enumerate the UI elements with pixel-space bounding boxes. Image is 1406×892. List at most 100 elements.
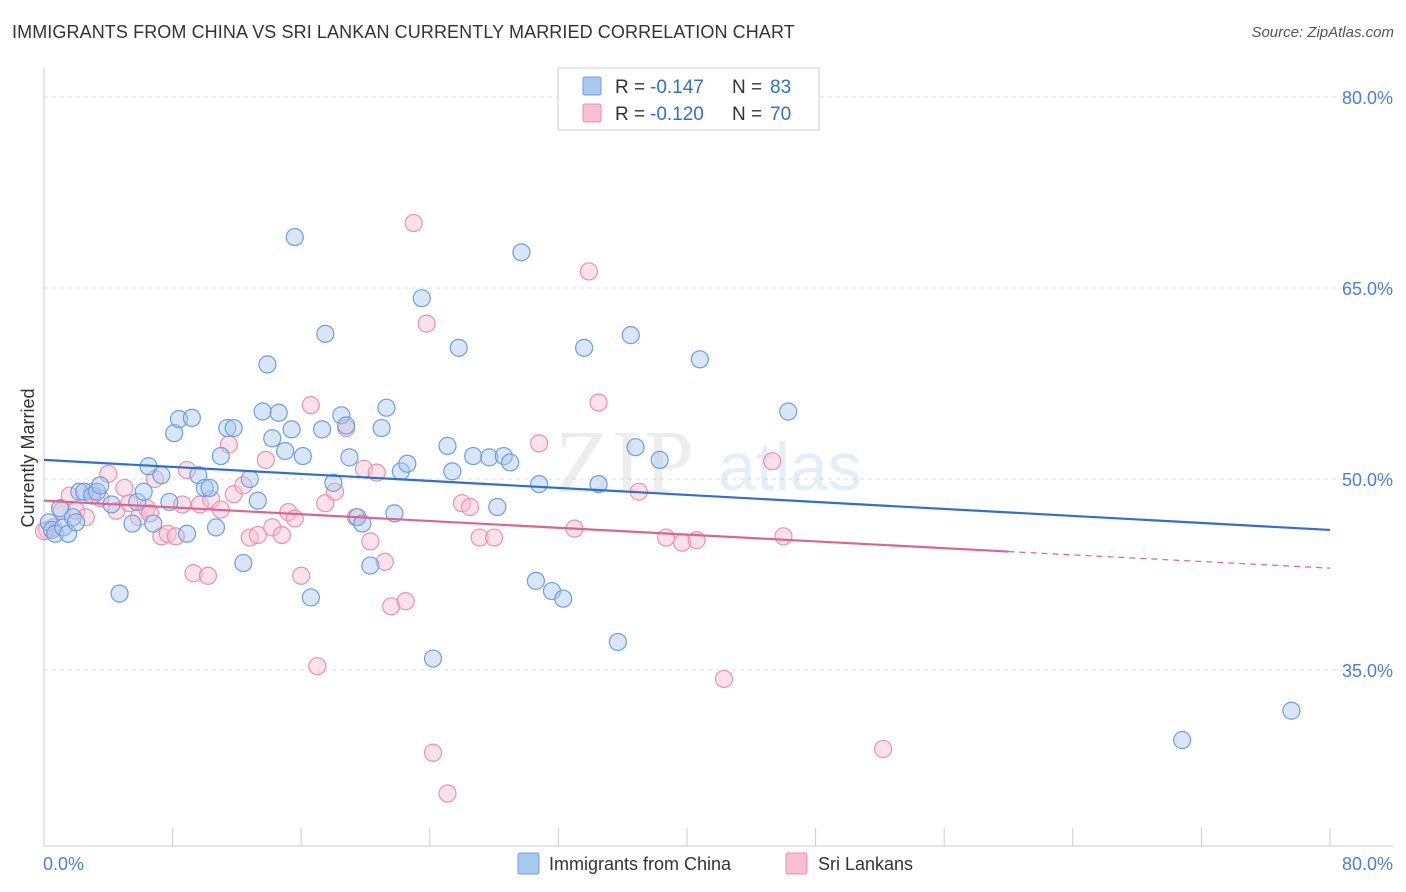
data-point xyxy=(195,478,214,498)
data-point xyxy=(404,213,423,233)
data-point xyxy=(177,524,197,543)
data-point xyxy=(874,739,893,759)
data-point xyxy=(621,326,640,345)
data-point xyxy=(657,528,676,547)
data-point xyxy=(282,420,301,439)
data-point xyxy=(589,393,608,412)
data-point xyxy=(650,450,669,469)
legend-bottom-label-china: Immigrants from China xyxy=(549,854,732,874)
trend-line xyxy=(43,499,1009,553)
data-point xyxy=(1282,701,1301,720)
legend-r-value-srilanka: -0.120 xyxy=(650,104,704,125)
y-axis-label: Currently Married xyxy=(18,388,38,527)
data-point xyxy=(332,406,351,425)
chart-title: IMMIGRANTS FROM CHINA VS SRI LANKAN CURR… xyxy=(12,22,795,42)
data-point xyxy=(285,227,304,247)
axes xyxy=(43,68,1393,847)
source-label: Source: ZipAtlas.com xyxy=(1251,24,1394,41)
data-point xyxy=(438,784,457,803)
data-point xyxy=(382,597,401,616)
data-point xyxy=(501,453,520,472)
y-tick-label: 35.0% xyxy=(1342,661,1393,681)
watermark-zip: ZIP xyxy=(555,413,696,512)
data-point xyxy=(470,528,489,547)
data-point xyxy=(589,474,608,494)
data-point xyxy=(253,402,272,421)
legend-stats-box: R = -0.147 N = 83 R = -0.120 N = 70 xyxy=(557,67,820,131)
data-point xyxy=(292,566,311,585)
data-point xyxy=(372,418,391,438)
data-point xyxy=(443,462,462,481)
data-point xyxy=(485,528,504,547)
data-point xyxy=(375,552,394,571)
x-tick-label: 0.0% xyxy=(43,854,84,874)
y-tick-label: 80.0% xyxy=(1342,88,1393,108)
data-point xyxy=(308,657,327,676)
y-tick-label: 65.0% xyxy=(1342,279,1393,299)
data-point xyxy=(575,338,594,357)
data-point xyxy=(91,476,110,495)
legend-r-value-china: -0.147 xyxy=(650,77,704,98)
legend-n-value-china: 83 xyxy=(770,77,791,98)
data-point xyxy=(324,473,343,492)
data-point xyxy=(67,513,86,532)
data-point xyxy=(234,553,253,573)
x-tick-labels: 0.0% 80.0% xyxy=(43,854,1393,874)
legend-n-value-srilanka: 70 xyxy=(770,104,791,125)
data-point xyxy=(258,355,277,374)
trend-line xyxy=(43,458,1331,532)
data-point xyxy=(76,508,95,527)
data-point xyxy=(337,416,356,435)
data-point xyxy=(423,743,443,762)
data-point xyxy=(690,350,709,369)
data-point xyxy=(166,527,185,546)
legend-bottom-label-srilanka: Sri Lankans xyxy=(818,854,913,874)
data-point xyxy=(763,452,782,471)
data-point xyxy=(50,499,70,518)
data-point xyxy=(1173,730,1192,750)
data-point xyxy=(626,438,645,457)
data-point xyxy=(530,474,549,494)
trend-line-extension xyxy=(1008,550,1331,569)
legend-n-label-china: N = xyxy=(732,77,762,98)
data-point xyxy=(464,446,483,466)
data-point xyxy=(248,525,267,545)
data-point xyxy=(340,448,359,467)
data-point xyxy=(206,518,226,537)
legend-bottom-swatch-srilanka xyxy=(785,852,808,875)
data-point xyxy=(263,429,282,448)
data-point xyxy=(301,396,320,415)
data-point xyxy=(140,504,160,523)
data-point xyxy=(218,418,237,438)
data-point xyxy=(512,243,531,262)
y-tick-label: 50.0% xyxy=(1342,470,1393,490)
data-point xyxy=(438,436,457,455)
data-point xyxy=(198,566,218,585)
data-point xyxy=(182,408,201,427)
data-point xyxy=(152,466,171,485)
data-point xyxy=(63,508,83,527)
data-point xyxy=(579,262,599,281)
data-point xyxy=(293,446,312,466)
data-point xyxy=(269,403,288,422)
data-point xyxy=(272,525,292,545)
legend-r-label-china: R = xyxy=(615,77,645,98)
data-point xyxy=(316,324,335,343)
data-point xyxy=(530,434,549,453)
data-point xyxy=(301,588,320,607)
data-point xyxy=(608,632,627,652)
data-point xyxy=(774,527,793,546)
legend-swatch-china xyxy=(582,76,602,96)
data-point xyxy=(165,424,184,443)
data-point xyxy=(276,441,295,461)
data-point xyxy=(200,478,219,498)
data-point xyxy=(110,584,129,603)
legend-swatch-srilanka xyxy=(582,103,602,123)
data-point xyxy=(115,478,134,498)
data-point xyxy=(361,532,380,551)
data-point xyxy=(248,491,267,510)
data-point xyxy=(240,469,259,489)
data-point xyxy=(526,571,545,590)
data-point xyxy=(123,514,142,533)
data-point xyxy=(412,289,431,308)
